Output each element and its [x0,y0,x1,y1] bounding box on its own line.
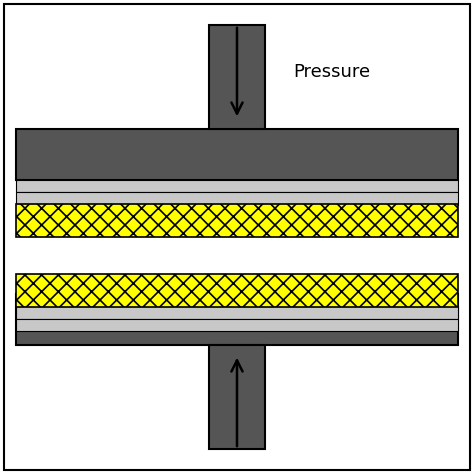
Bar [209,25,265,128]
Bar [16,128,458,181]
Bar [209,346,265,449]
Bar [16,192,458,205]
Bar [16,306,458,319]
Bar [16,293,458,346]
Bar [16,274,458,307]
Bar [16,204,458,237]
Bar [16,180,458,192]
Text: Pressure: Pressure [293,63,371,81]
Bar [16,319,458,331]
